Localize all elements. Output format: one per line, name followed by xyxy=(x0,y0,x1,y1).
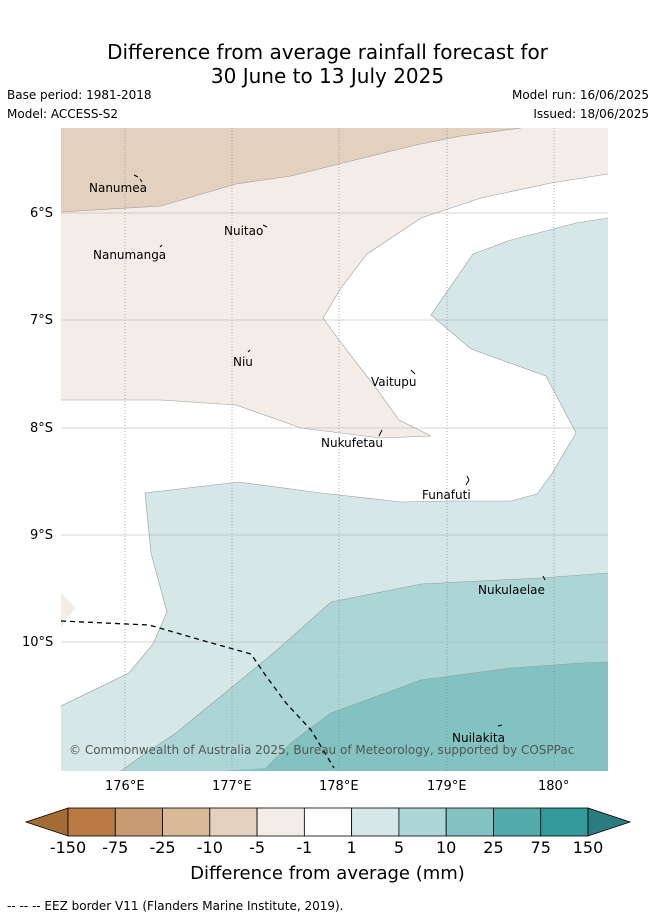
place-nuitao: Nuitao xyxy=(224,224,264,238)
lon-label-177e: 177°E xyxy=(212,779,252,794)
title-line-1: Difference from average rainfall forecas… xyxy=(107,40,548,64)
island-shapes xyxy=(133,174,546,727)
place-nanumea: Nanumea xyxy=(89,181,147,195)
lat-label-6s: 6°S xyxy=(30,206,54,221)
issued-date: Issued: 18/06/2025 xyxy=(533,107,649,121)
colorbar-tick-label: 5 xyxy=(393,838,404,857)
colorbar-segment xyxy=(540,807,589,837)
colorbar-segment xyxy=(493,807,542,837)
copyright-notice: © Commonwealth of Australia 2025, Bureau… xyxy=(69,743,575,757)
contour-lines xyxy=(61,128,608,771)
model-run: Model run: 16/06/2025 xyxy=(511,88,649,102)
colorbar-segment xyxy=(398,807,447,837)
colorbar-tick-label: 1 xyxy=(346,838,357,857)
place-niu: Niu xyxy=(233,355,253,369)
rainfall-map xyxy=(61,128,608,771)
lon-label-178e: 178°E xyxy=(319,779,359,794)
lon-label-179e: 179°E xyxy=(427,779,467,794)
lat-label-7s: 7°S xyxy=(30,313,54,328)
colorbar-segment xyxy=(256,807,305,837)
colorbar-segment xyxy=(162,807,211,837)
place-nanumanga: Nanumanga xyxy=(93,248,167,262)
colorbar-tick-label: -5 xyxy=(249,838,266,857)
colorbar-tick-label: -1 xyxy=(296,838,313,857)
colorbar-tick-label: 25 xyxy=(483,838,504,857)
title-line-2: 30 June to 13 July 2025 xyxy=(210,64,445,88)
colorbar-segment xyxy=(351,807,400,837)
lat-label-9s: 9°S xyxy=(30,528,54,543)
eez-border xyxy=(61,620,335,769)
colorbar xyxy=(24,807,632,837)
colorbar-segment xyxy=(445,807,494,837)
place-nuilakita: Nuilakita xyxy=(452,731,505,745)
colorbar-segment xyxy=(209,807,258,837)
colorbar-title: Difference from average (mm) xyxy=(190,863,465,884)
chart-title: Difference from average rainfall forecas… xyxy=(0,40,655,88)
eez-footnote: -- -- -- EEZ border V11 (Flanders Marine… xyxy=(7,899,344,913)
lon-label-176e: 176°E xyxy=(105,779,145,794)
latitude-gridlines xyxy=(61,212,608,643)
place-funafuti: Funafuti xyxy=(422,488,471,502)
region-wetter-10-25 xyxy=(221,662,608,771)
colorbar-extend-low xyxy=(24,807,69,837)
region-drier-10-25 xyxy=(61,128,521,212)
place-vaitupu: Vaitupu xyxy=(371,375,417,389)
place-nukulaelae: Nukulaelae xyxy=(478,583,545,597)
region-drier-1-5 xyxy=(61,128,608,438)
region-drier-edge xyxy=(61,592,75,628)
model-name: Model: ACCESS-S2 xyxy=(7,107,119,121)
colorbar-tick-label: 10 xyxy=(435,838,457,857)
lat-label-10s: 10°S xyxy=(22,635,54,650)
colorbar-tick-label: 150 xyxy=(572,838,604,857)
colorbar-tick-label: -150 xyxy=(49,838,87,857)
colorbar-tick-label: -25 xyxy=(149,838,176,857)
colorbar-segment xyxy=(67,807,116,837)
lon-label-180: 180° xyxy=(538,779,570,794)
colorbar-tick-label: -75 xyxy=(102,838,129,857)
longitude-gridlines xyxy=(124,128,555,771)
lat-label-8s: 8°S xyxy=(30,421,54,436)
colorbar-segment xyxy=(303,807,353,837)
base-period: Base period: 1981-2018 xyxy=(7,88,152,102)
colorbar-extend-high xyxy=(587,807,632,837)
colorbar-segment xyxy=(114,807,163,837)
colorbar-tick-label: -10 xyxy=(196,838,223,857)
place-nukufetau: Nukufetau xyxy=(321,436,384,450)
colorbar-tick-label: 75 xyxy=(530,838,551,857)
